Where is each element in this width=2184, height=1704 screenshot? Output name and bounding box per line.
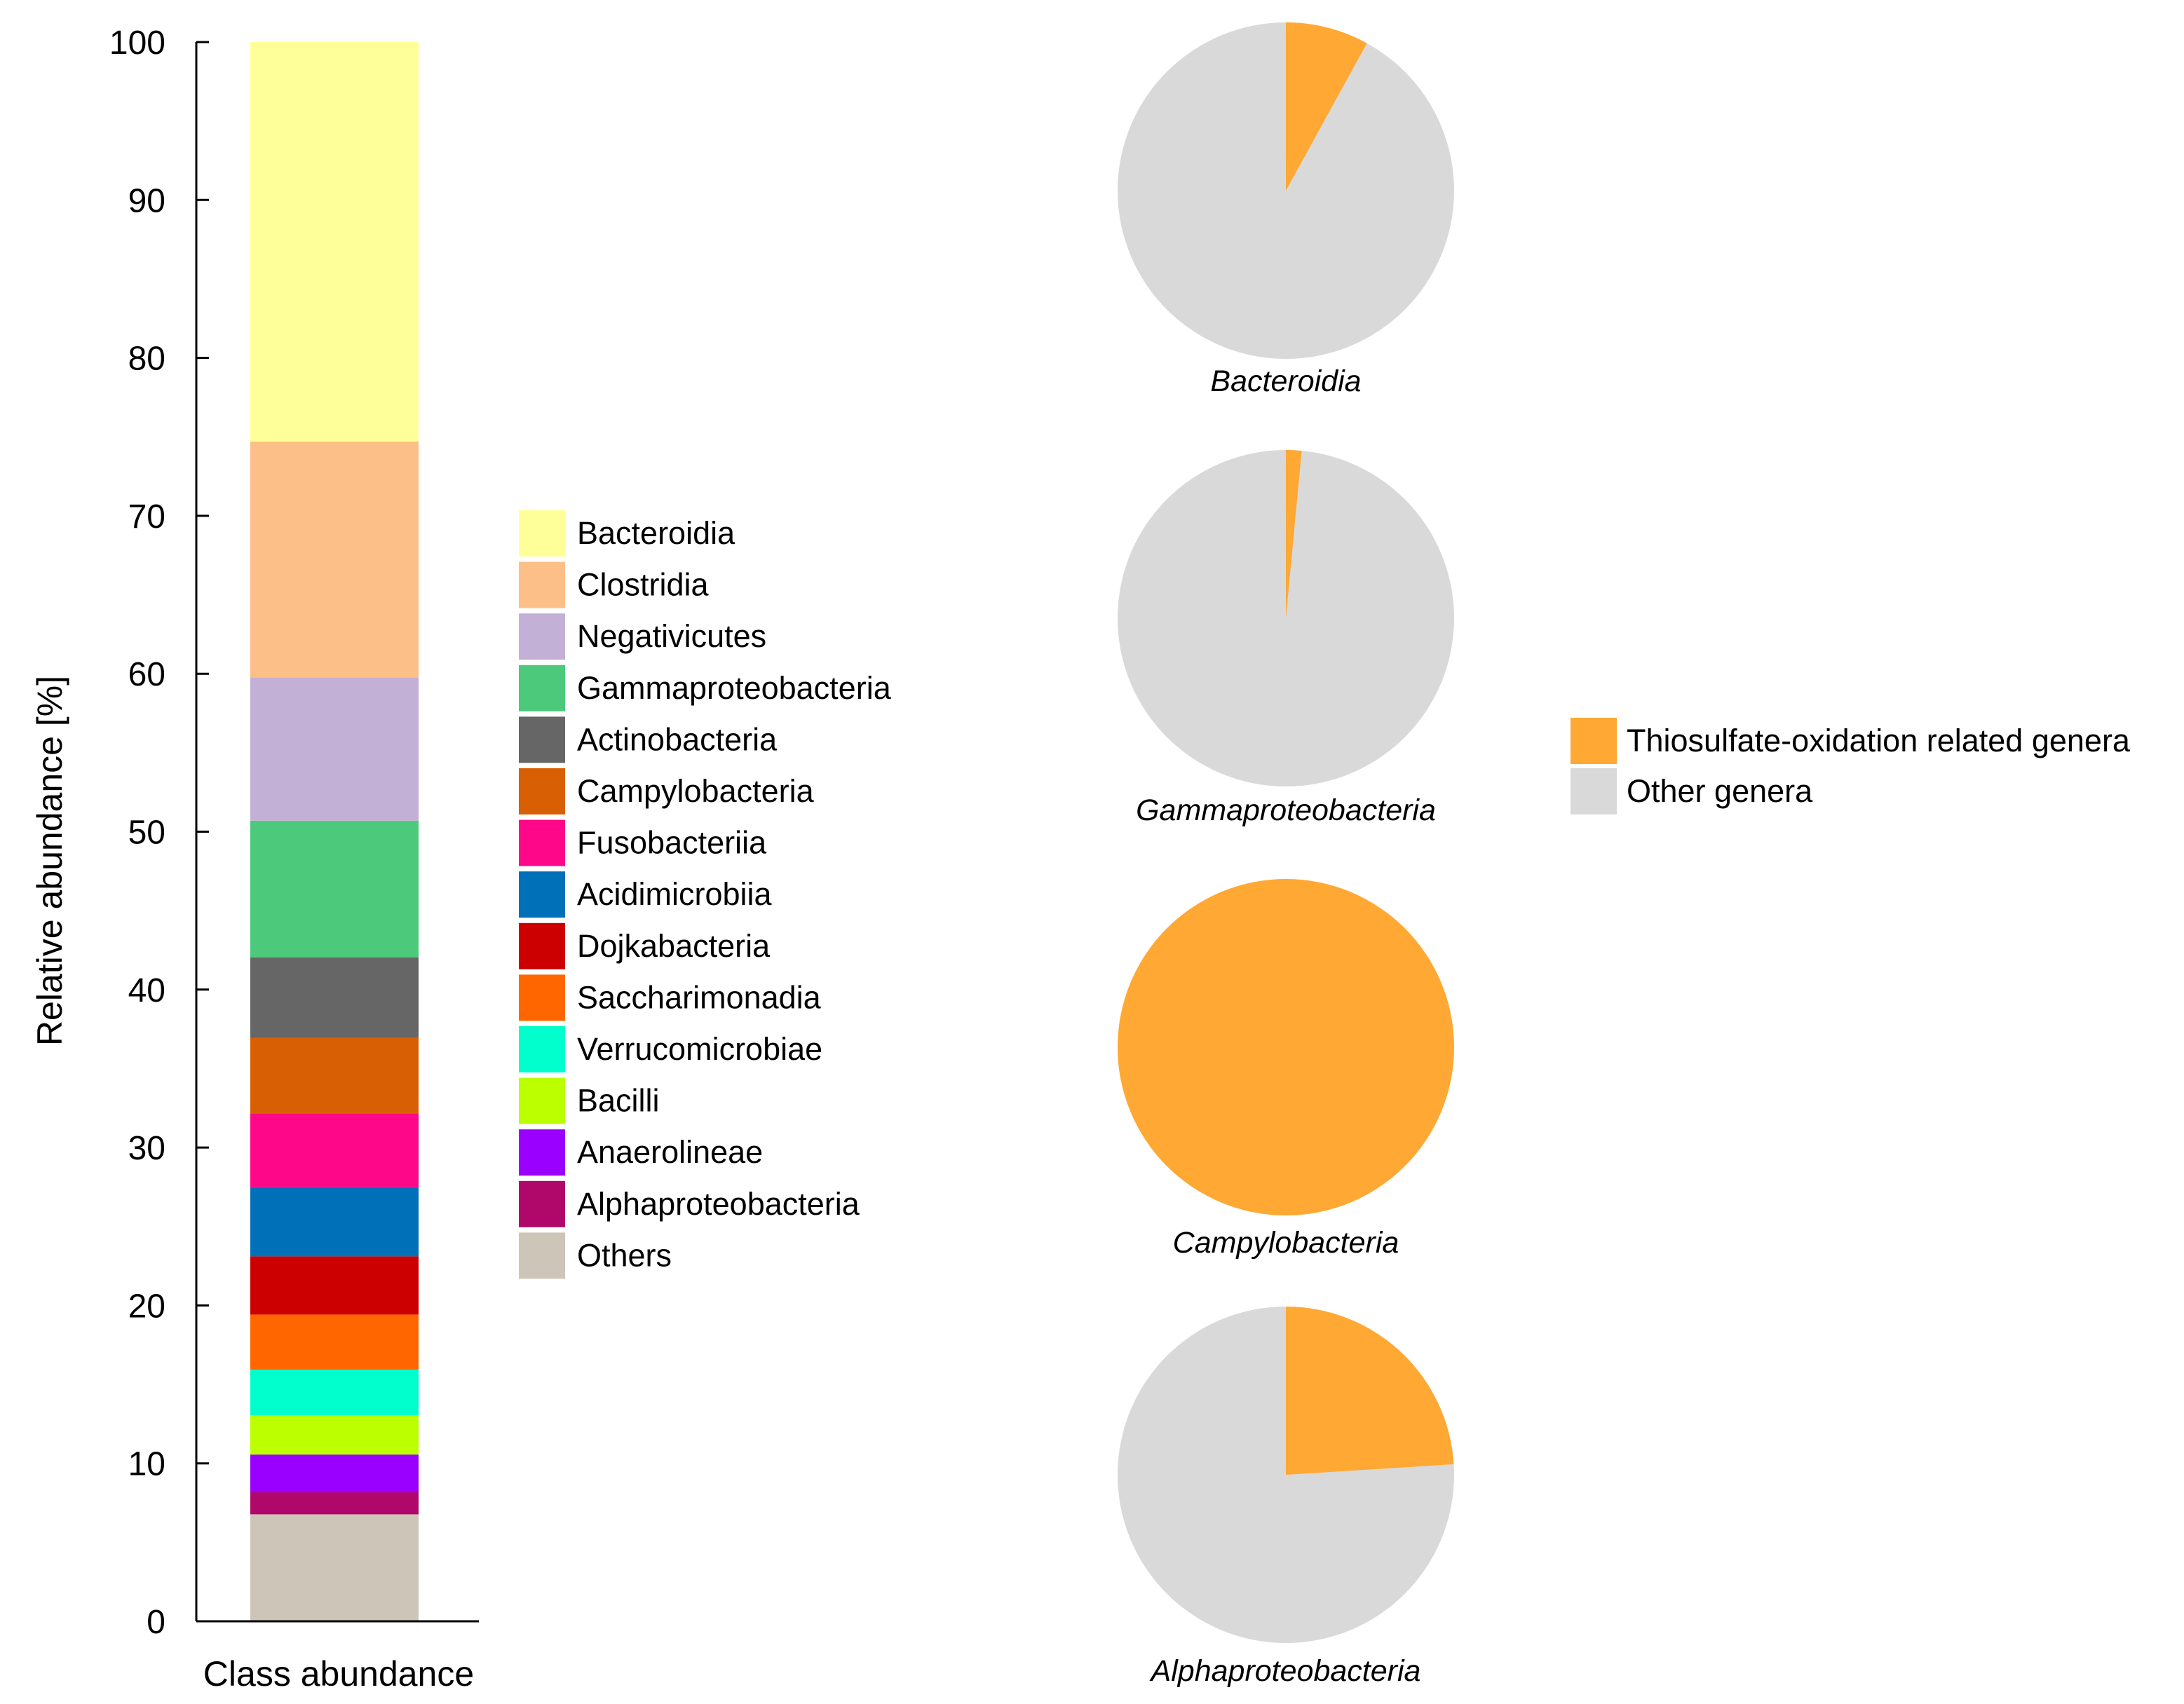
legend-item-anaerolineae: Anaerolineae	[519, 1129, 763, 1176]
y-tick-label-20: 20	[128, 1288, 165, 1325]
y-tick-label-60: 60	[128, 656, 165, 693]
pie-bacteroidia: Bacteroidia	[1118, 22, 1454, 398]
pie-label: Gammaproteobacteria	[1136, 793, 1436, 827]
bar-segment-campylobacteria	[250, 1037, 419, 1114]
y-tick-label-40: 40	[128, 972, 165, 1009]
legend-swatch	[519, 716, 565, 763]
legend-swatch	[1571, 768, 1617, 814]
legend-swatch	[519, 871, 565, 918]
y-axis-title: Relative abundance [%]	[30, 676, 69, 1046]
bar-segment-gammaproteobacteria	[250, 820, 419, 958]
legend-label: Alphaproteobacteria	[577, 1186, 860, 1222]
legend-label: Thiosulfate-oxidation related genera	[1627, 723, 2131, 758]
bar-segment-bacteroidia	[250, 42, 419, 442]
y-tick-label-70: 70	[128, 498, 165, 536]
legend-swatch	[519, 1129, 565, 1176]
legend-item-fusobacteriia: Fusobacteriia	[519, 819, 767, 866]
pie-label: Campylobacteria	[1173, 1226, 1399, 1260]
legend-item-negativicutes: Negativicutes	[519, 613, 766, 660]
legend-label: Clostridia	[577, 567, 710, 603]
legend-swatch	[519, 1026, 565, 1072]
y-tick-label-30: 30	[128, 1130, 165, 1167]
legend-label: Saccharimonadia	[577, 979, 822, 1015]
legend-label: Others	[577, 1237, 672, 1273]
legend-swatch	[519, 1077, 565, 1124]
legend-item-bacilli: Bacilli	[519, 1077, 660, 1124]
y-tick-label-90: 90	[128, 182, 165, 219]
y-tick-label-80: 80	[128, 341, 165, 378]
bar-segment-verrucomicrobiae	[250, 1369, 419, 1416]
legend-label: Anaerolineae	[577, 1134, 763, 1170]
legend-swatch	[519, 768, 565, 814]
legend-item-alphaproteobacteria: Alphaproteobacteria	[519, 1180, 860, 1227]
genera-legend: Thiosulfate-oxidation related genera Othe…	[1571, 718, 2131, 814]
legend-swatch	[519, 1232, 565, 1279]
pie-charts: Bacteroidia Gammaproteobacteria Campylobac…	[1118, 22, 1454, 1688]
legend-item-saccharimonadia: Saccharimonadia	[519, 974, 822, 1021]
legend-label: Fusobacteriia	[577, 825, 767, 861]
bar-segment-dojkabacteria	[250, 1256, 419, 1315]
pie-slice-thiosulfate	[1286, 22, 1367, 191]
legend-swatch	[519, 561, 565, 608]
pie-label: Bacteroidia	[1210, 364, 1361, 398]
legend-item-gammaproteobacteria: Gammaproteobacteria	[519, 664, 892, 711]
legend-swatch	[519, 613, 565, 660]
legend-item-actinobacteria: Actinobacteria	[519, 716, 778, 763]
bar-segment-fusobacteriia	[250, 1113, 419, 1187]
legend-label: Dojkabacteria	[577, 928, 771, 964]
y-axis-ticks: 0 10 20 30 40 50 60 70 80 90 100	[109, 25, 209, 1641]
bar-segment-negativicutes	[250, 677, 419, 821]
legend-label: Acidimicrobiia	[577, 876, 773, 912]
y-tick-label-0: 0	[147, 1604, 165, 1641]
genera-legend-item-thiosulfate-oxidation-related-genera: Thiosulfate-oxidation related genera	[1571, 718, 2131, 764]
legend-label: Actinobacteria	[577, 721, 778, 757]
legend-label: Bacteroidia	[577, 515, 735, 551]
legend-item-acidimicrobiia: Acidimicrobiia	[519, 871, 773, 918]
y-tick-label-50: 50	[128, 814, 165, 852]
pie-alphaproteobacteria: Alphaproteobacteria	[1118, 1307, 1454, 1688]
legend-swatch	[519, 1180, 565, 1227]
bar-segments	[250, 42, 419, 1621]
pie-slice-thiosulfate	[1286, 1307, 1454, 1475]
bar-segment-acidimicrobiia	[250, 1187, 419, 1257]
stacked-bar-chart: 0 10 20 30 40 50 60 70 80 90 100 Relative abundanc…	[30, 25, 479, 1693]
bar-segment-actinobacteria	[250, 957, 419, 1038]
y-tick-label-100: 100	[109, 25, 165, 62]
pie-slice-thiosulfate	[1286, 450, 1302, 618]
genera-legend-item-other-genera: Other genera	[1571, 768, 1813, 814]
pie-slice-thiosulfate	[1118, 879, 1454, 1215]
x-axis-label: Class abundance	[203, 1654, 474, 1693]
legend-item-campylobacteria: Campylobacteria	[519, 768, 815, 814]
legend-item-others: Others	[519, 1232, 672, 1279]
bar-segment-anaerolineae	[250, 1454, 419, 1492]
legend-swatch	[1571, 718, 1617, 764]
legend-swatch	[519, 974, 565, 1021]
legend-swatch	[519, 922, 565, 969]
pie-campylobacteria: Campylobacteria	[1118, 879, 1454, 1260]
y-tick-label-10: 10	[128, 1446, 165, 1483]
legend-label: Other genera	[1627, 773, 1813, 809]
bar-segment-saccharimonadia	[250, 1314, 419, 1370]
legend-label: Gammaproteobacteria	[577, 670, 892, 706]
bar-segment-alphaproteobacteria	[250, 1492, 419, 1515]
legend-label: Bacilli	[577, 1083, 660, 1119]
legend-item-dojkabacteria: Dojkabacteria	[519, 922, 771, 969]
bar-segment-clostridia	[250, 441, 419, 678]
legend-label: Campylobacteria	[577, 773, 815, 809]
bar-segment-bacilli	[250, 1415, 419, 1455]
legend-swatch	[519, 510, 565, 557]
legend-swatch	[519, 664, 565, 711]
pie-label: Alphaproteobacteria	[1149, 1654, 1421, 1688]
class-legend: Bacteroidia Clostridia Negativicutes Gammap…	[519, 510, 892, 1279]
legend-label: Negativicutes	[577, 618, 766, 654]
bar-segment-others	[250, 1514, 419, 1621]
legend-item-verrucomicrobiae: Verrucomicrobiae	[519, 1026, 822, 1072]
legend-item-clostridia: Clostridia	[519, 561, 710, 608]
legend-item-bacteroidia: Bacteroidia	[519, 510, 735, 557]
legend-label: Verrucomicrobiae	[577, 1031, 822, 1067]
legend-swatch	[519, 819, 565, 866]
pie-gammaproteobacteria: Gammaproteobacteria	[1118, 450, 1454, 827]
